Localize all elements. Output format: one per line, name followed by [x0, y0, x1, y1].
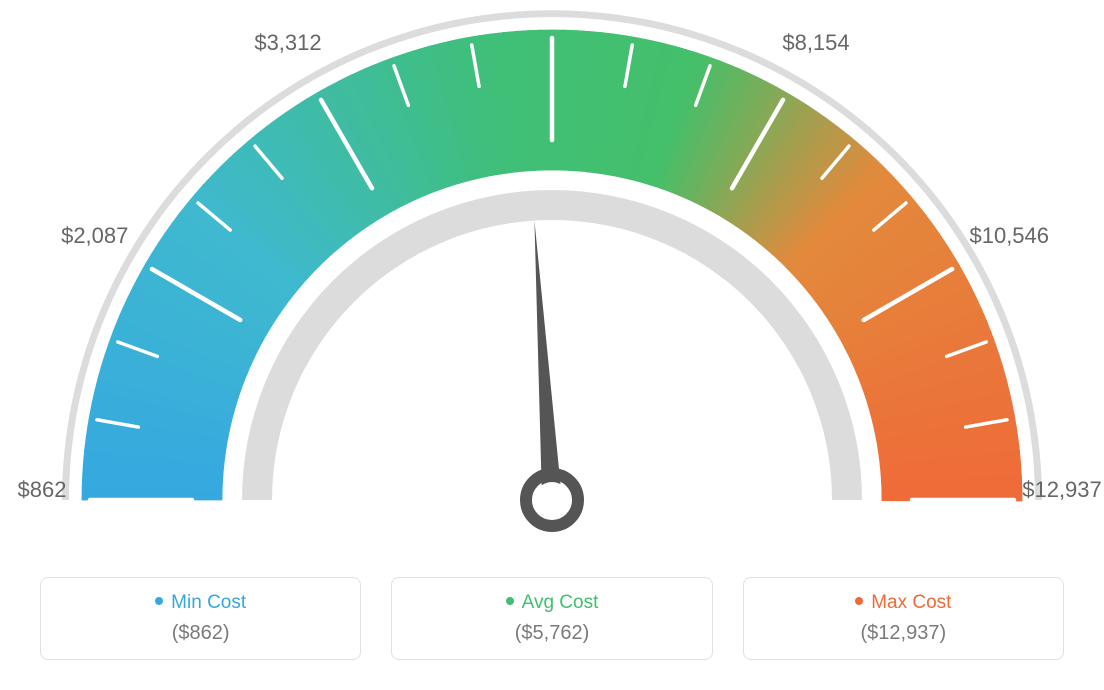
max-cost-dot	[855, 597, 863, 605]
scale-label: $3,312	[254, 30, 321, 56]
avg-cost-label: Avg Cost	[522, 592, 599, 613]
avg-cost-value: ($5,762)	[392, 622, 711, 645]
scale-label: $12,937	[1022, 477, 1102, 503]
scale-label: $8,154	[782, 30, 849, 56]
max-cost-label: Max Cost	[871, 592, 951, 613]
summary-cards: Min Cost ($862) Avg Cost ($5,762) Max Co…	[40, 577, 1064, 660]
gauge-area: $862$2,087$3,312$5,762$8,154$10,546$12,9…	[0, 0, 1104, 560]
min-cost-label: Min Cost	[171, 592, 246, 613]
min-cost-value: ($862)	[41, 622, 360, 645]
scale-label: $862	[18, 477, 67, 503]
max-cost-title: Max Cost	[744, 592, 1063, 614]
avg-cost-title: Avg Cost	[392, 592, 711, 614]
avg-cost-card: Avg Cost ($5,762)	[391, 577, 712, 660]
scale-label: $10,546	[969, 223, 1049, 249]
cost-gauge-container: $862$2,087$3,312$5,762$8,154$10,546$12,9…	[0, 0, 1104, 690]
min-cost-card: Min Cost ($862)	[40, 577, 361, 660]
avg-cost-dot	[506, 597, 514, 605]
gauge-chart	[0, 0, 1104, 560]
min-cost-title: Min Cost	[41, 592, 360, 614]
max-cost-value: ($12,937)	[744, 622, 1063, 645]
max-cost-card: Max Cost ($12,937)	[743, 577, 1064, 660]
min-cost-dot	[155, 597, 163, 605]
scale-label: $2,087	[61, 223, 128, 249]
gauge-needle	[534, 221, 562, 501]
